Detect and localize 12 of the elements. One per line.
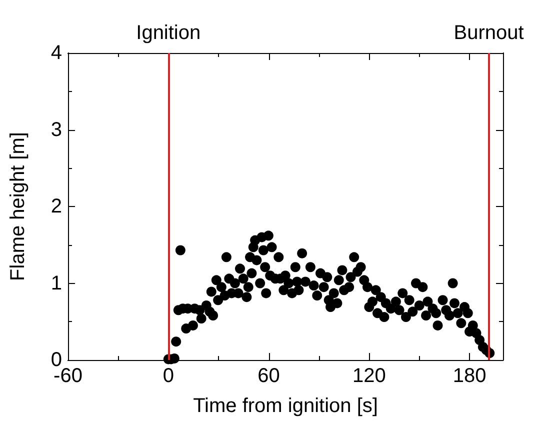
y-tick-label: 3 [50, 118, 62, 141]
x-axis-title: Time from ignition [s] [193, 395, 378, 417]
x-tick-label: 180 [452, 365, 486, 387]
y-axis-title: Flame height [m] [7, 132, 29, 281]
y-tick-label: 4 [50, 42, 62, 64]
ref-line-label: Burnout [454, 22, 524, 44]
x-tick-label: 60 [258, 365, 280, 387]
y-tick-label: 1 [50, 272, 62, 294]
x-tick-label: 120 [352, 365, 386, 387]
ref-line-label: Ignition [136, 22, 201, 44]
y-tick-label: 2 [50, 196, 62, 218]
x-tick-label: 0 [162, 365, 174, 387]
